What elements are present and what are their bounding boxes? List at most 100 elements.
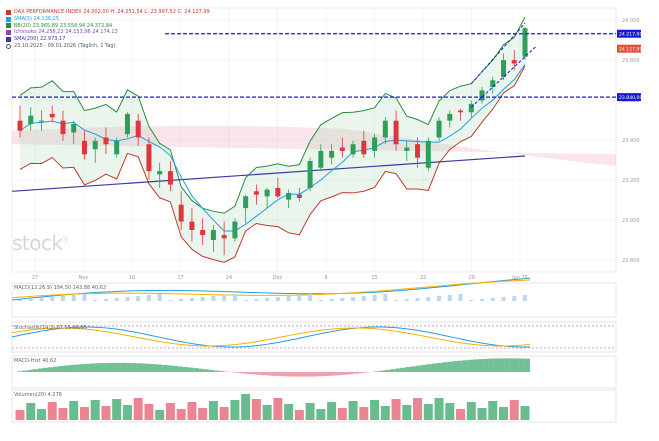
- candle[interactable]: [92, 137, 98, 163]
- candle[interactable]: [339, 137, 345, 158]
- volume-bar[interactable]: [370, 400, 380, 420]
- candle[interactable]: [404, 140, 410, 162]
- volume-bar[interactable]: [305, 403, 315, 420]
- candle[interactable]: [38, 110, 44, 131]
- candle[interactable]: [49, 105, 55, 123]
- volume-bar[interactable]: [230, 400, 240, 420]
- volume-bar[interactable]: [241, 394, 251, 420]
- legend-row-bb[interactable]: BB(20) 23.965,89 23.558,94 24.372,84: [6, 23, 210, 30]
- volume-bar[interactable]: [466, 402, 476, 420]
- volume-bar[interactable]: [477, 408, 487, 420]
- volume-bar[interactable]: [509, 400, 519, 420]
- volume-bar[interactable]: [90, 400, 100, 420]
- candle[interactable]: [447, 110, 453, 128]
- volume-bar[interactable]: [176, 409, 186, 420]
- candle[interactable]: [458, 108, 464, 121]
- legend-row-sma200[interactable]: SMA(200) 22.973,17: [6, 36, 210, 43]
- volume-bar[interactable]: [380, 406, 390, 420]
- candle[interactable]: [210, 224, 216, 252]
- volume-bar[interactable]: [262, 405, 272, 420]
- volume-bar[interactable]: [144, 404, 154, 420]
- volume-bar[interactable]: [122, 405, 132, 420]
- candle[interactable]: [157, 162, 163, 188]
- volume-bar[interactable]: [445, 403, 455, 420]
- volume-bar[interactable]: [316, 409, 326, 420]
- legend-row-ichimoku[interactable]: Ichimoku 24.256,22 24.153,96 24.174,13: [6, 29, 210, 36]
- candle[interactable]: [296, 187, 302, 202]
- candle[interactable]: [243, 194, 249, 224]
- volume-bar[interactable]: [165, 403, 175, 420]
- candle[interactable]: [167, 161, 173, 192]
- candle[interactable]: [425, 137, 431, 172]
- candle[interactable]: [372, 134, 378, 158]
- main-price-plot[interactable]: [11, 7, 617, 273]
- candle[interactable]: [350, 140, 356, 158]
- volume-bar[interactable]: [219, 407, 229, 420]
- candle[interactable]: [468, 100, 474, 118]
- candle[interactable]: [114, 137, 120, 158]
- candle[interactable]: [264, 187, 270, 209]
- candle[interactable]: [490, 76, 496, 94]
- candle[interactable]: [135, 113, 141, 146]
- volume-bar[interactable]: [273, 398, 283, 420]
- volume-bar[interactable]: [155, 410, 165, 420]
- candle[interactable]: [17, 105, 23, 138]
- volume-bar[interactable]: [112, 399, 122, 420]
- volume-bar[interactable]: [284, 404, 294, 420]
- price-tag-bg[interactable]: [617, 29, 641, 38]
- legend-row-price[interactable]: DAX PERFORMANCE-INDEX 24.002,00 H: 24.25…: [6, 9, 210, 16]
- volume-bar[interactable]: [348, 401, 358, 420]
- volume-bar[interactable]: [47, 402, 57, 420]
- candle[interactable]: [232, 218, 238, 242]
- volume-bar[interactable]: [413, 398, 423, 420]
- candle[interactable]: [479, 87, 485, 104]
- price-tag-bg[interactable]: [617, 44, 641, 53]
- volume-bar[interactable]: [337, 408, 347, 420]
- volume-bar[interactable]: [499, 407, 509, 420]
- volume-bar[interactable]: [327, 402, 337, 420]
- volume-bar[interactable]: [520, 406, 530, 420]
- candle[interactable]: [436, 117, 442, 141]
- volume-bar[interactable]: [402, 405, 412, 420]
- volume-bar[interactable]: [423, 404, 433, 420]
- candle[interactable]: [361, 130, 367, 158]
- candle[interactable]: [318, 144, 324, 172]
- candle[interactable]: [28, 107, 34, 131]
- candle[interactable]: [382, 117, 388, 145]
- volume-bar[interactable]: [69, 401, 79, 420]
- volume-bar[interactable]: [133, 398, 143, 420]
- volume-bar[interactable]: [36, 409, 46, 420]
- volume-bar[interactable]: [434, 398, 444, 420]
- candle[interactable]: [60, 110, 66, 141]
- volume-bar[interactable]: [294, 410, 304, 420]
- candle[interactable]: [200, 218, 206, 246]
- volume-bar[interactable]: [26, 403, 36, 420]
- candle[interactable]: [71, 120, 77, 145]
- volume-bar[interactable]: [187, 402, 197, 420]
- legend-row-sma5[interactable]: SMA(5) 24.136,25: [6, 16, 210, 23]
- candle[interactable]: [307, 157, 313, 192]
- volume-bar[interactable]: [251, 399, 261, 420]
- candle[interactable]: [81, 130, 87, 160]
- volume-bar[interactable]: [391, 399, 401, 420]
- candle[interactable]: [393, 110, 399, 151]
- volume-bar[interactable]: [208, 401, 218, 420]
- candle[interactable]: [275, 177, 281, 199]
- candle[interactable]: [522, 26, 528, 61]
- volume-bar[interactable]: [488, 401, 498, 420]
- volume-bar[interactable]: [79, 407, 89, 420]
- price-tag-bg[interactable]: [617, 93, 641, 102]
- candle[interactable]: [286, 189, 292, 209]
- candle[interactable]: [178, 191, 184, 230]
- volume-bar[interactable]: [359, 407, 369, 420]
- candle[interactable]: [329, 144, 335, 165]
- candle[interactable]: [415, 137, 421, 168]
- candle[interactable]: [189, 208, 195, 242]
- candle[interactable]: [146, 137, 152, 180]
- volume-bar[interactable]: [15, 410, 25, 420]
- candle[interactable]: [253, 184, 259, 205]
- volume-bar[interactable]: [101, 406, 111, 420]
- volume-bar[interactable]: [198, 408, 208, 420]
- candle[interactable]: [501, 53, 507, 81]
